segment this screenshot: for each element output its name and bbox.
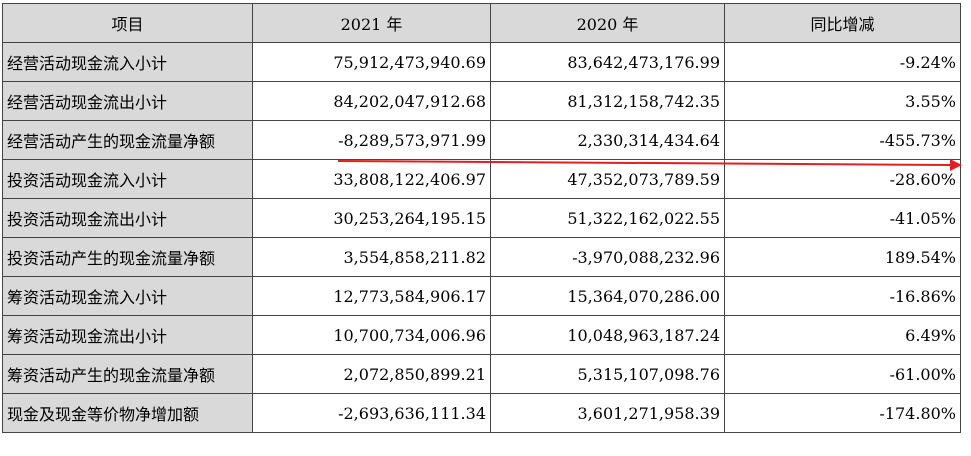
value-change: 6.49% bbox=[724, 315, 961, 355]
value-2021: 30,253,264,195.15 bbox=[252, 198, 491, 238]
value-2020: 10,048,963,187.24 bbox=[490, 315, 725, 355]
table-row: 现金及现金等价物净增加额 -2,693,636,111.34 3,601,271… bbox=[2, 393, 961, 433]
cash-flow-table: 项目 2021 年 2020 年 同比增减 经营活动现金流入小计 75,912,… bbox=[2, 3, 961, 433]
value-2021: 3,554,858,211.82 bbox=[252, 237, 491, 277]
table-header-row: 项目 2021 年 2020 年 同比增减 bbox=[2, 3, 961, 43]
row-label: 经营活动现金流入小计 bbox=[2, 42, 253, 82]
table-row: 经营活动现金流出小计 84,202,047,912.68 81,312,158,… bbox=[2, 81, 961, 121]
table-row: 筹资活动产生的现金流量净额 2,072,850,899.21 5,315,107… bbox=[2, 354, 961, 394]
header-change: 同比增减 bbox=[724, 3, 961, 43]
value-change: -9.24% bbox=[724, 42, 961, 82]
row-label: 投资活动现金流入小计 bbox=[2, 159, 253, 199]
row-label: 筹资活动产生的现金流量净额 bbox=[2, 354, 253, 394]
value-change: -61.00% bbox=[724, 354, 961, 394]
value-2021: 75,912,473,940.69 bbox=[252, 42, 491, 82]
table-row: 投资活动现金流入小计 33,808,122,406.97 47,352,073,… bbox=[2, 159, 961, 199]
value-2021: 10,700,734,006.96 bbox=[252, 315, 491, 355]
value-2020: -3,970,088,232.96 bbox=[490, 237, 725, 277]
value-change: -455.73% bbox=[724, 120, 961, 160]
value-change: 3.55% bbox=[724, 81, 961, 121]
value-change: -16.86% bbox=[724, 276, 961, 316]
row-label: 筹资活动现金流出小计 bbox=[2, 315, 253, 355]
header-item: 项目 bbox=[2, 3, 253, 43]
value-2021: -8,289,573,971.99 bbox=[252, 120, 491, 160]
row-label: 现金及现金等价物净增加额 bbox=[2, 393, 253, 433]
value-2021: 2,072,850,899.21 bbox=[252, 354, 491, 394]
header-2020: 2020 年 bbox=[490, 3, 725, 43]
row-label: 经营活动现金流出小计 bbox=[2, 81, 253, 121]
row-label: 投资活动现金流出小计 bbox=[2, 198, 253, 238]
table-row: 筹资活动现金流出小计 10,700,734,006.96 10,048,963,… bbox=[2, 315, 961, 355]
table-row: 筹资活动现金流入小计 12,773,584,906.17 15,364,070,… bbox=[2, 276, 961, 316]
row-label: 筹资活动现金流入小计 bbox=[2, 276, 253, 316]
value-2020: 3,601,271,958.39 bbox=[490, 393, 725, 433]
value-2020: 51,322,162,022.55 bbox=[490, 198, 725, 238]
header-2021: 2021 年 bbox=[252, 3, 491, 43]
table-row: 经营活动现金流入小计 75,912,473,940.69 83,642,473,… bbox=[2, 42, 961, 82]
value-change: -174.80% bbox=[724, 393, 961, 433]
row-label: 经营活动产生的现金流量净额 bbox=[2, 120, 253, 160]
value-change: -41.05% bbox=[724, 198, 961, 238]
value-change: 189.54% bbox=[724, 237, 961, 277]
value-change: -28.60% bbox=[724, 159, 961, 199]
cash-flow-table-container: 项目 2021 年 2020 年 同比增减 经营活动现金流入小计 75,912,… bbox=[2, 3, 961, 433]
value-2020: 83,642,473,176.99 bbox=[490, 42, 725, 82]
value-2020: 5,315,107,098.76 bbox=[490, 354, 725, 394]
value-2020: 81,312,158,742.35 bbox=[490, 81, 725, 121]
value-2020: 2,330,314,434.64 bbox=[490, 120, 725, 160]
value-2020: 47,352,073,789.59 bbox=[490, 159, 725, 199]
value-2021: 33,808,122,406.97 bbox=[252, 159, 491, 199]
value-2021: -2,693,636,111.34 bbox=[252, 393, 491, 433]
value-2021: 12,773,584,906.17 bbox=[252, 276, 491, 316]
table-row: 投资活动产生的现金流量净额 3,554,858,211.82 -3,970,08… bbox=[2, 237, 961, 277]
value-2021: 84,202,047,912.68 bbox=[252, 81, 491, 121]
table-row: 经营活动产生的现金流量净额 -8,289,573,971.99 2,330,31… bbox=[2, 120, 961, 160]
table-row: 投资活动现金流出小计 30,253,264,195.15 51,322,162,… bbox=[2, 198, 961, 238]
value-2020: 15,364,070,286.00 bbox=[490, 276, 725, 316]
row-label: 投资活动产生的现金流量净额 bbox=[2, 237, 253, 277]
